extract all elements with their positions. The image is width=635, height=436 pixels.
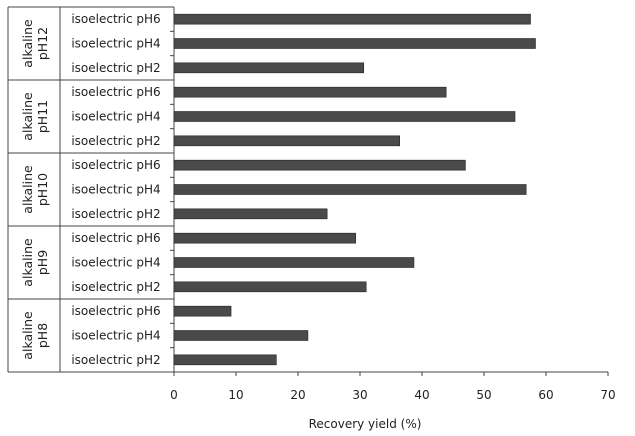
group-label-line: pH8 [35,323,50,348]
bar [173,13,531,25]
bar [173,330,309,341]
bar-category-label: isoelectric pH6 [71,304,160,318]
group-label-line: pH12 [35,27,50,60]
x-axis-title: Recovery yield (%) [309,417,422,431]
bar-category-label: isoelectric pH4 [71,37,160,51]
bar [173,305,232,317]
bar [173,159,466,171]
x-tick-label: 0 [170,388,178,402]
bar-category-label: isoelectric pH6 [71,12,160,26]
bar-category-label: isoelectric pH2 [71,280,160,294]
bar-category-label: isoelectric pH4 [71,183,160,197]
bar [173,62,365,74]
group-label: alkalinepH11 [20,92,50,141]
group-label: alkalinepH8 [20,311,50,360]
bar [173,184,527,195]
group-label-line: alkaline [20,165,35,214]
group-label: alkalinepH9 [20,238,50,287]
x-tick-label: 70 [600,388,615,402]
bar [173,281,367,293]
bar-category-label: isoelectric pH2 [71,207,160,221]
x-tick-label: 10 [228,388,243,402]
bars [173,13,536,366]
group-label-line: alkaline [20,238,35,287]
axes [7,6,608,373]
group-label-line: pH10 [35,173,50,206]
group-label-line: pH11 [35,100,50,133]
bar [173,257,415,268]
group-label-line: alkaline [20,92,35,141]
group-label-line: alkaline [20,19,35,68]
group-label-line: alkaline [20,311,35,360]
group-label: alkalinepH10 [20,165,50,214]
bar-category-label: isoelectric pH2 [71,134,160,148]
bar [173,354,277,366]
bar-category-label: isoelectric pH2 [71,353,160,367]
bar [173,38,536,49]
bar [173,232,356,244]
bar [173,111,516,122]
bar [173,135,400,147]
x-tick-label: 60 [538,388,553,402]
bar-category-label: isoelectric pH2 [71,61,160,75]
bar-category-label: isoelectric pH6 [71,85,160,99]
bar-category-label: isoelectric pH6 [71,231,160,245]
group-label-line: pH9 [35,250,50,275]
x-tick-label: 50 [476,388,491,402]
bar-category-label: isoelectric pH4 [71,110,160,124]
bar-category-label: isoelectric pH4 [71,256,160,270]
x-tick-label: 40 [414,388,429,402]
bar [173,208,328,220]
x-tick-label: 20 [290,388,305,402]
bar-category-label: isoelectric pH6 [71,158,160,172]
x-tick-label: 30 [352,388,367,402]
x-tick-labels: 0 10 20 30 40 50 60 70 [170,372,616,402]
bar-category-label: isoelectric pH4 [71,329,160,343]
group-label: alkalinepH12 [20,19,50,68]
bar [173,86,447,98]
